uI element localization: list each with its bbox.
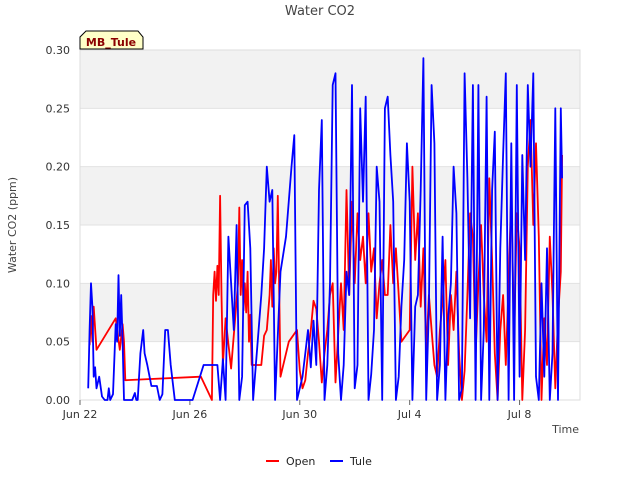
y-tick-label: 0.00 — [46, 394, 71, 407]
x-axis-ticks: Jun 22 Jun 26 Jun 30 Jul 4 Jul 8 — [62, 400, 532, 421]
x-tick-label: Jun 30 — [281, 408, 317, 421]
x-axis-label: Time — [551, 423, 579, 436]
site-badge-shape — [79, 30, 144, 50]
series-lines — [87, 57, 563, 401]
y-tick-label: 0.15 — [46, 219, 71, 232]
y-tick-label: 0.25 — [46, 102, 71, 115]
x-tick-label: Jun 22 — [62, 408, 98, 421]
chart-title: Water CO2 — [285, 4, 355, 19]
x-tick-label: Jul 8 — [507, 408, 532, 421]
x-tick-label: Jun 26 — [172, 408, 208, 421]
legend-label-open: Open — [286, 455, 315, 468]
y-axis-ticks: 0.00 0.05 0.10 0.15 0.20 0.25 0.30 — [46, 44, 71, 407]
x-tick-label: Jul 4 — [397, 408, 422, 421]
series-line-tule — [87, 57, 563, 401]
band — [80, 166, 580, 225]
band — [80, 50, 580, 109]
plot-frame — [79, 49, 581, 401]
y-tick-label: 0.30 — [46, 44, 71, 57]
y-tick-label: 0.05 — [46, 336, 71, 349]
legend: Open Tule — [266, 455, 372, 468]
y-axis-label: Water CO2 (ppm) — [6, 177, 19, 273]
legend-label-tule: Tule — [349, 455, 372, 468]
y-tick-label: 0.10 — [46, 277, 71, 290]
site-badge-label: MB_Tule — [86, 36, 136, 49]
site-badge: MB_Tule — [79, 30, 144, 50]
y-tick-label: 0.20 — [46, 161, 71, 174]
